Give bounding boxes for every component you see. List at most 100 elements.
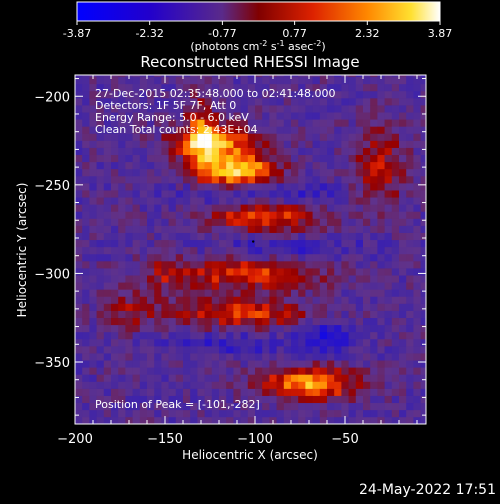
- heatmap-cell: [276, 367, 285, 375]
- heatmap-cell: [406, 409, 414, 418]
- heatmap-cell: [175, 310, 184, 319]
- heatmap-cell: [211, 225, 220, 233]
- heatmap-cell: [327, 225, 335, 233]
- heatmap-cell: [334, 98, 342, 106]
- heatmap-cell: [75, 282, 83, 290]
- heatmap-cell: [211, 275, 220, 283]
- heatmap-cell: [197, 90, 205, 99]
- heatmap-cell: [276, 338, 285, 347]
- heatmap-cell: [420, 388, 426, 396]
- heatmap-cell: [312, 98, 321, 106]
- heatmap-cell: [247, 197, 256, 205]
- heatmap-cell: [283, 346, 292, 354]
- heatmap-cell: [219, 360, 227, 368]
- heatmap-cell: [276, 303, 285, 311]
- heatmap-cell: [89, 282, 97, 290]
- heatmap-cell: [118, 310, 126, 319]
- heatmap-cell: [420, 360, 426, 368]
- heatmap-cell: [283, 268, 292, 276]
- heatmap-cell: [305, 338, 313, 347]
- heatmap-cell: [269, 374, 277, 382]
- heatmap-cell: [377, 211, 385, 219]
- heatmap-cell: [283, 402, 292, 411]
- heatmap-cell: [211, 253, 220, 262]
- heatmap-cell: [327, 168, 335, 177]
- heatmap-cell: [204, 338, 213, 347]
- heatmap-cell: [103, 239, 112, 248]
- heatmap-cell: [75, 409, 83, 418]
- heatmap-cell: [211, 83, 220, 92]
- heatmap-cell: [276, 324, 285, 333]
- heatmap-cell: [391, 161, 400, 170]
- heatmap-cell: [312, 90, 321, 99]
- plot-frame: [74, 74, 427, 425]
- heatmap-cell: [183, 360, 191, 368]
- heatmap-cell: [75, 381, 83, 389]
- heatmap-cell: [370, 119, 378, 127]
- heatmap-cell: [312, 296, 321, 304]
- heatmap-cell: [118, 90, 126, 99]
- heatmap-cell: [154, 204, 162, 212]
- heatmap-cell: [233, 204, 241, 212]
- heatmap-cell: [75, 395, 83, 404]
- heatmap-cell: [204, 225, 213, 233]
- heatmap-cell: [298, 98, 306, 106]
- heatmap-cell: [211, 211, 220, 219]
- heatmap-cell: [341, 119, 349, 127]
- heatmap-cell: [312, 374, 321, 382]
- heatmap-cell: [183, 275, 191, 283]
- heatmap-cell: [312, 232, 321, 241]
- heatmap-cell: [319, 416, 328, 424]
- heatmap-cell: [391, 126, 400, 134]
- heatmap-cell: [283, 83, 292, 92]
- heatmap-cell: [190, 360, 198, 368]
- heatmap-cell: [334, 282, 342, 290]
- heatmap-cell: [82, 105, 90, 113]
- heatmap-cell: [132, 112, 141, 120]
- heatmap-cell: [327, 409, 335, 418]
- heatmap-cell: [219, 296, 227, 304]
- heatmap-cell: [255, 388, 263, 396]
- heatmap-cell: [312, 324, 321, 333]
- heatmap-cell: [283, 154, 292, 163]
- heatmap-cell: [118, 381, 126, 389]
- heatmap-cell: [305, 317, 313, 326]
- heatmap-cell: [269, 98, 277, 106]
- colorbar-tick-label: -3.87: [63, 27, 91, 40]
- heatmap-cell: [355, 374, 364, 382]
- heatmap-cell: [291, 225, 299, 233]
- heatmap-cell: [413, 175, 421, 184]
- heatmap-cell: [211, 338, 220, 347]
- heatmap-cell: [420, 126, 426, 134]
- heatmap-cell: [226, 296, 234, 304]
- heatmap-cell: [103, 112, 112, 120]
- heatmap-cell: [305, 126, 313, 134]
- heatmap-cell: [283, 374, 292, 382]
- heatmap-cell: [154, 409, 162, 418]
- heatmap-cell: [413, 83, 421, 92]
- heatmap-cell: [175, 275, 184, 283]
- heatmap-cell: [406, 76, 414, 85]
- heatmap-cell: [204, 416, 213, 424]
- heatmap-cell: [168, 367, 177, 375]
- heatmap-cell: [219, 119, 227, 127]
- heatmap-cell: [111, 119, 119, 127]
- heatmap-cell: [82, 268, 90, 276]
- heatmap-cell: [276, 218, 285, 226]
- heatmap-cell: [197, 360, 205, 368]
- heatmap-cell: [89, 83, 97, 92]
- heatmap-cell: [82, 161, 90, 170]
- heatmap-cell: [370, 190, 378, 198]
- heatmap-cell: [291, 317, 299, 326]
- heatmap-cell: [348, 346, 357, 354]
- heatmap-cell: [211, 126, 220, 134]
- heatmap-cell: [125, 388, 133, 396]
- heatmap-cell: [154, 360, 162, 368]
- heatmap-cell: [406, 310, 414, 319]
- heatmap-cell: [334, 381, 342, 389]
- heatmap-cell: [240, 83, 249, 92]
- heatmap-cell: [312, 395, 321, 404]
- heatmap-cell: [219, 168, 227, 177]
- heatmap-cell: [82, 183, 90, 191]
- heatmap-cell: [96, 324, 105, 333]
